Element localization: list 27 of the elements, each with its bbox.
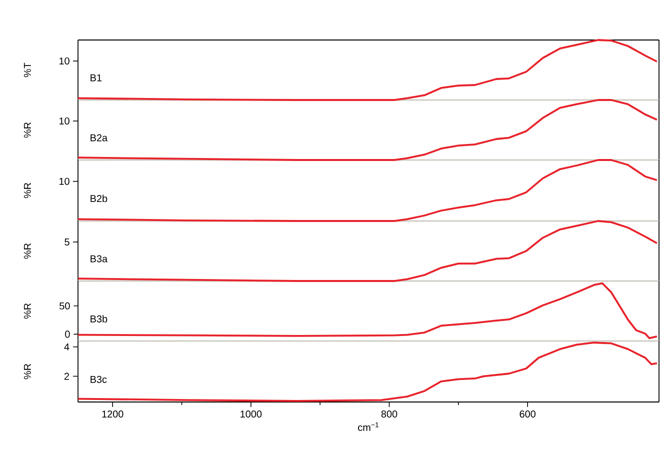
text: 10 <box>59 117 70 125</box>
x-tick-label: 1000 <box>240 410 262 418</box>
text: 5 <box>64 238 70 246</box>
y-tick-label: 2 <box>64 372 69 380</box>
y-axis-title: %R <box>24 182 31 198</box>
x-tick-label: 600 <box>520 410 536 418</box>
line-series <box>77 342 658 402</box>
series-label: B3a <box>90 255 108 262</box>
x-axis-title: cm$^{−1}$ <box>358 422 379 431</box>
series-label: B2b <box>90 194 108 202</box>
text: 10 <box>59 178 70 185</box>
series-label: B1 <box>90 74 102 82</box>
y-tick-label: 4 <box>64 343 70 350</box>
y-tick-label: 50 <box>60 302 70 310</box>
series-label: B2a <box>90 134 108 142</box>
y-axis-title: %R <box>24 303 31 319</box>
line-series <box>77 282 658 340</box>
y-axis-title: %R <box>24 364 31 380</box>
x-tick-label: 1200 <box>102 410 124 418</box>
y-axis-title: %R <box>24 243 31 259</box>
y-axis-title: %T <box>24 62 31 78</box>
series-label: B3b <box>90 315 108 322</box>
text: 10 <box>59 57 70 65</box>
y-tick-label: 0 <box>65 330 70 338</box>
y-axis-title: %R <box>24 122 31 138</box>
series-label: B3c <box>90 376 107 383</box>
x-tick-label: 800 <box>381 410 398 418</box>
